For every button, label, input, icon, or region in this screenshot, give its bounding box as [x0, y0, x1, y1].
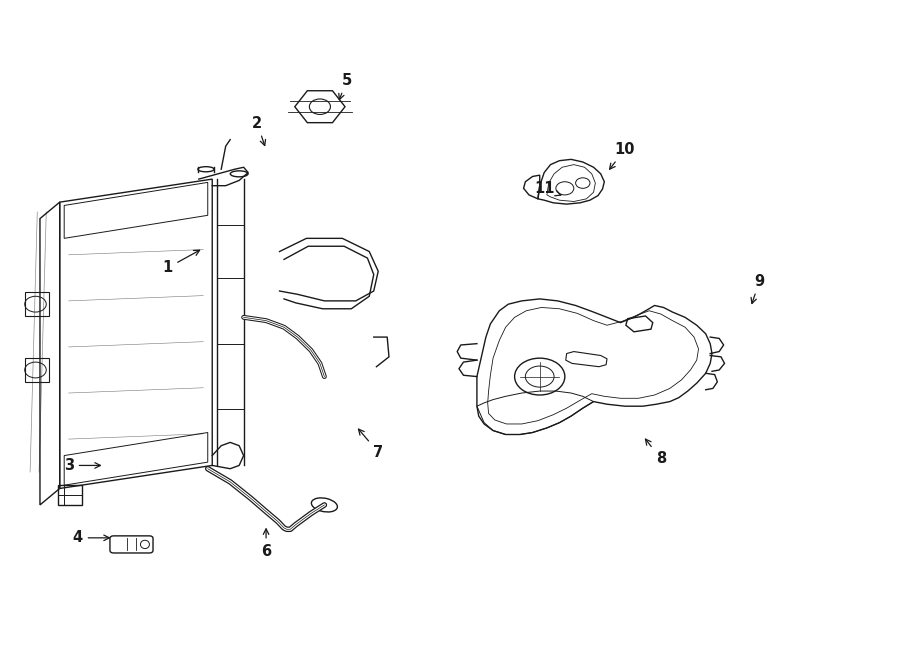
Text: 5: 5 — [338, 73, 352, 100]
Text: 9: 9 — [752, 274, 765, 303]
Text: 2: 2 — [252, 116, 266, 145]
Text: 10: 10 — [609, 142, 635, 169]
Text: 8: 8 — [645, 439, 666, 467]
Text: 11: 11 — [534, 182, 561, 196]
Text: 7: 7 — [358, 429, 383, 460]
Text: 6: 6 — [261, 529, 271, 559]
Text: 4: 4 — [73, 530, 110, 545]
Text: 3: 3 — [64, 458, 101, 473]
Text: 1: 1 — [162, 251, 200, 276]
